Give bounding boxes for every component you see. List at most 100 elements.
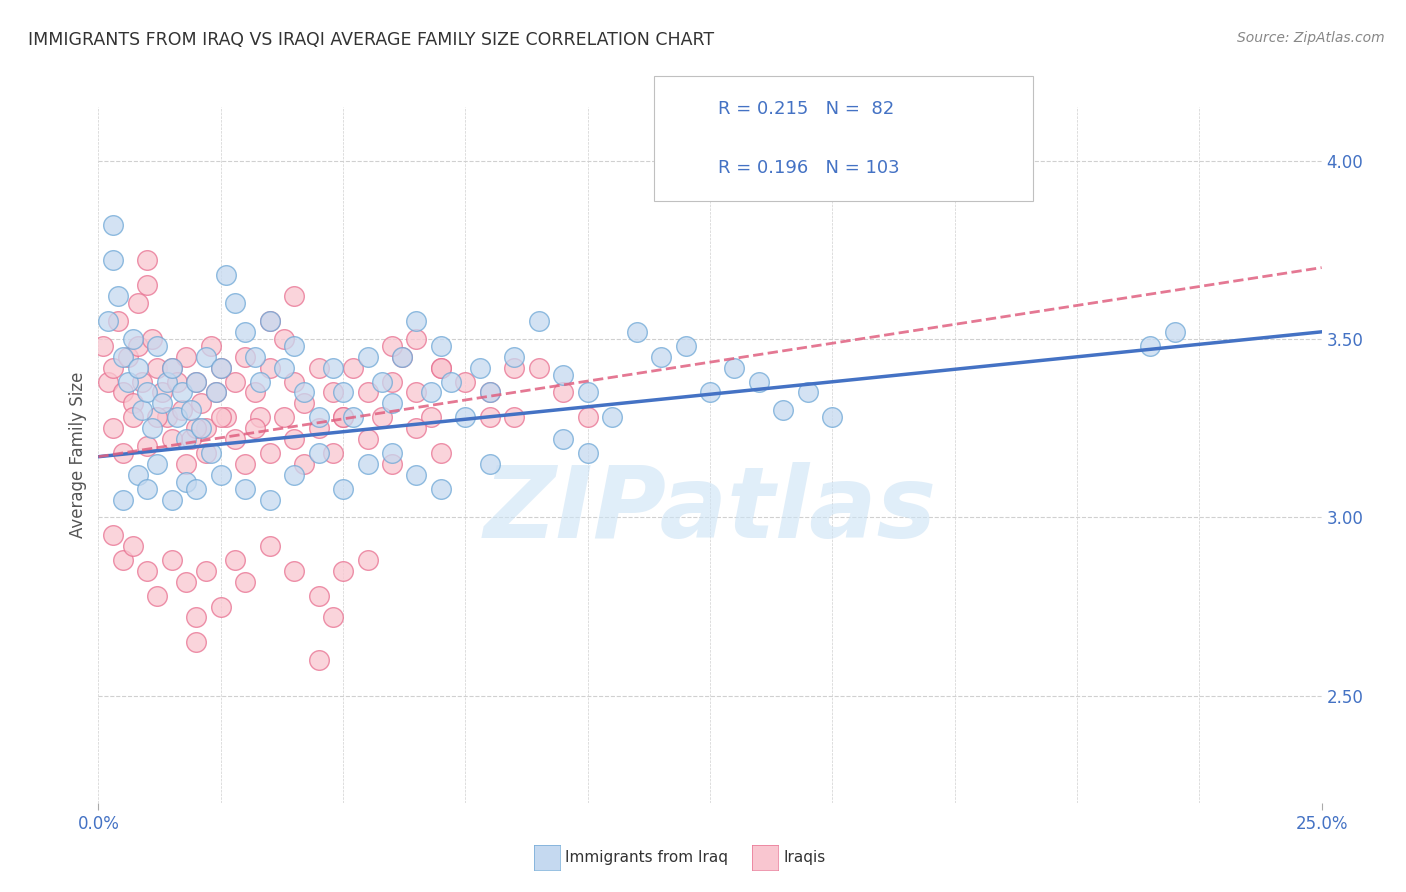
Point <box>308 360 330 375</box>
Text: Iraqis: Iraqis <box>783 850 825 864</box>
Point <box>190 421 212 435</box>
Point <box>332 564 354 578</box>
Point <box>205 385 228 400</box>
Point <box>170 403 193 417</box>
Point <box>233 350 256 364</box>
Point <box>430 360 453 375</box>
Point <box>243 385 266 400</box>
Point <box>160 432 183 446</box>
Point <box>356 385 378 400</box>
Point <box>195 421 218 435</box>
Point <box>405 467 427 482</box>
Point <box>259 314 281 328</box>
Point <box>131 375 153 389</box>
Text: IMMIGRANTS FROM IRAQ VS IRAQI AVERAGE FAMILY SIZE CORRELATION CHART: IMMIGRANTS FROM IRAQ VS IRAQI AVERAGE FA… <box>28 31 714 49</box>
Point <box>97 314 120 328</box>
Point <box>626 325 648 339</box>
Point <box>342 410 364 425</box>
Point <box>553 385 575 400</box>
Point <box>190 396 212 410</box>
Point <box>259 492 281 507</box>
Point <box>576 446 599 460</box>
Point <box>150 396 173 410</box>
Text: R = 0.196   N = 103: R = 0.196 N = 103 <box>718 159 900 177</box>
Point <box>405 332 427 346</box>
Point <box>821 410 844 425</box>
Point <box>160 553 183 567</box>
Point <box>186 375 208 389</box>
Point <box>259 539 281 553</box>
Point <box>430 482 453 496</box>
Point <box>101 218 124 232</box>
Point <box>224 432 246 446</box>
Point <box>356 457 378 471</box>
Point <box>233 325 256 339</box>
Point <box>322 446 344 460</box>
Point <box>224 296 246 310</box>
Point <box>308 421 330 435</box>
Point <box>156 410 179 425</box>
Point <box>420 385 443 400</box>
Point <box>259 446 281 460</box>
Point <box>454 375 477 389</box>
Point <box>186 482 208 496</box>
Point <box>332 385 354 400</box>
Point <box>430 360 453 375</box>
Point <box>332 410 354 425</box>
Point <box>478 457 501 471</box>
Point <box>166 410 188 425</box>
Point <box>176 574 198 589</box>
Point <box>160 360 183 375</box>
Point <box>136 439 159 453</box>
Point <box>283 467 305 482</box>
Point <box>283 289 305 303</box>
Point <box>675 339 697 353</box>
Point <box>381 457 404 471</box>
Point <box>503 350 526 364</box>
Point <box>650 350 672 364</box>
Point <box>332 482 354 496</box>
Point <box>391 350 413 364</box>
Point <box>141 421 163 435</box>
Point <box>200 339 222 353</box>
Point <box>131 403 153 417</box>
Point <box>146 339 169 353</box>
Point <box>308 446 330 460</box>
Point <box>381 446 404 460</box>
Point <box>121 396 143 410</box>
Point <box>527 314 550 328</box>
Point <box>292 396 315 410</box>
Point <box>478 410 501 425</box>
Point <box>127 467 149 482</box>
Point <box>195 350 218 364</box>
Point <box>150 385 173 400</box>
Point <box>308 410 330 425</box>
Point <box>332 410 354 425</box>
Point <box>209 410 232 425</box>
Point <box>503 410 526 425</box>
Point <box>205 385 228 400</box>
Point <box>371 375 394 389</box>
Point <box>107 314 129 328</box>
Point <box>209 360 232 375</box>
Point <box>186 375 208 389</box>
Point <box>308 653 330 667</box>
Point <box>160 360 183 375</box>
Point <box>283 375 305 389</box>
Point <box>146 360 169 375</box>
Point <box>273 332 295 346</box>
Point <box>101 528 124 542</box>
Point <box>723 360 745 375</box>
Point <box>748 375 770 389</box>
Point <box>111 385 134 400</box>
Point <box>156 375 179 389</box>
Point <box>127 339 149 353</box>
Point <box>136 385 159 400</box>
Text: Source: ZipAtlas.com: Source: ZipAtlas.com <box>1237 31 1385 45</box>
Point <box>356 350 378 364</box>
Point <box>478 385 501 400</box>
Point <box>454 410 477 425</box>
Point <box>141 332 163 346</box>
Point <box>170 385 193 400</box>
Point <box>292 457 315 471</box>
